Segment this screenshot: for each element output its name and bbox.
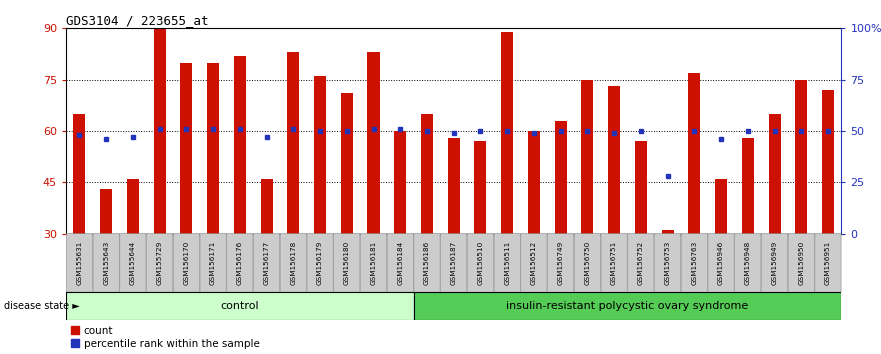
FancyBboxPatch shape [146,234,173,292]
FancyBboxPatch shape [414,234,440,292]
Bar [421,114,433,234]
FancyBboxPatch shape [307,234,333,292]
Bar [153,28,166,234]
Bar [207,63,219,234]
Text: GSM155631: GSM155631 [77,241,83,285]
Text: GSM156510: GSM156510 [478,241,484,285]
FancyBboxPatch shape [280,234,307,292]
Text: GSM156752: GSM156752 [638,241,644,285]
Text: GSM156187: GSM156187 [451,241,456,285]
Text: GSM156948: GSM156948 [744,241,751,285]
Bar [73,114,85,234]
Text: GSM156946: GSM156946 [718,241,724,285]
Bar [822,90,834,234]
FancyBboxPatch shape [120,234,146,292]
Text: GSM155644: GSM155644 [130,241,136,285]
FancyBboxPatch shape [628,234,654,292]
FancyBboxPatch shape [521,234,547,292]
FancyBboxPatch shape [360,234,387,292]
Text: GSM156750: GSM156750 [584,241,590,285]
Text: GSM156178: GSM156178 [291,241,296,285]
Bar [635,141,647,234]
Bar [394,131,406,234]
FancyBboxPatch shape [708,234,734,292]
Bar [100,189,112,234]
Bar [742,138,754,234]
Bar [448,138,460,234]
FancyBboxPatch shape [467,234,493,292]
Bar [715,179,727,234]
Text: GSM156951: GSM156951 [825,241,831,285]
FancyBboxPatch shape [735,234,761,292]
Bar [181,63,192,234]
Text: GSM156177: GSM156177 [263,241,270,285]
FancyBboxPatch shape [494,234,521,292]
FancyBboxPatch shape [788,234,814,292]
Bar [287,52,300,234]
Text: disease state ►: disease state ► [4,301,80,311]
FancyBboxPatch shape [387,234,413,292]
Bar [608,86,620,234]
Text: GDS3104 / 223655_at: GDS3104 / 223655_at [66,14,209,27]
Text: GSM156512: GSM156512 [531,241,537,285]
Bar [314,76,326,234]
Text: GSM156176: GSM156176 [237,241,243,285]
FancyBboxPatch shape [66,292,413,320]
Text: insulin-resistant polycystic ovary syndrome: insulin-resistant polycystic ovary syndr… [507,301,749,311]
Bar [341,93,352,234]
FancyBboxPatch shape [815,234,841,292]
Text: GSM156950: GSM156950 [798,241,804,285]
FancyBboxPatch shape [413,292,841,320]
Text: GSM156181: GSM156181 [371,241,376,285]
Text: GSM156184: GSM156184 [397,241,403,285]
FancyBboxPatch shape [254,234,279,292]
Text: GSM155643: GSM155643 [103,241,109,285]
Text: GSM156949: GSM156949 [772,241,778,285]
Bar [501,32,514,234]
Text: GSM156170: GSM156170 [183,241,189,285]
FancyBboxPatch shape [66,234,93,292]
FancyBboxPatch shape [334,234,359,292]
FancyBboxPatch shape [601,234,627,292]
Text: GSM156749: GSM156749 [558,241,564,285]
FancyBboxPatch shape [655,234,681,292]
Bar [581,80,594,234]
FancyBboxPatch shape [681,234,707,292]
Bar [127,179,139,234]
FancyBboxPatch shape [93,234,119,292]
Text: GSM155729: GSM155729 [157,241,163,285]
Text: GSM156186: GSM156186 [424,241,430,285]
FancyBboxPatch shape [574,234,601,292]
Text: GSM156511: GSM156511 [504,241,510,285]
Text: GSM156763: GSM156763 [692,241,698,285]
Bar [768,114,781,234]
Bar [367,52,380,234]
Text: GSM156753: GSM156753 [664,241,670,285]
Bar [688,73,700,234]
Text: GSM156180: GSM156180 [344,241,350,285]
FancyBboxPatch shape [440,234,467,292]
Bar [233,56,246,234]
Bar [796,80,807,234]
Text: GSM156751: GSM156751 [611,241,617,285]
Bar [555,121,566,234]
FancyBboxPatch shape [200,234,226,292]
Bar [662,230,674,234]
FancyBboxPatch shape [174,234,199,292]
Legend: count, percentile rank within the sample: count, percentile rank within the sample [71,326,260,349]
Text: GSM156171: GSM156171 [210,241,216,285]
Bar [475,141,486,234]
Bar [528,131,540,234]
Bar [261,179,272,234]
FancyBboxPatch shape [548,234,574,292]
Text: GSM156179: GSM156179 [317,241,323,285]
FancyBboxPatch shape [761,234,788,292]
FancyBboxPatch shape [226,234,253,292]
Text: control: control [220,301,259,311]
